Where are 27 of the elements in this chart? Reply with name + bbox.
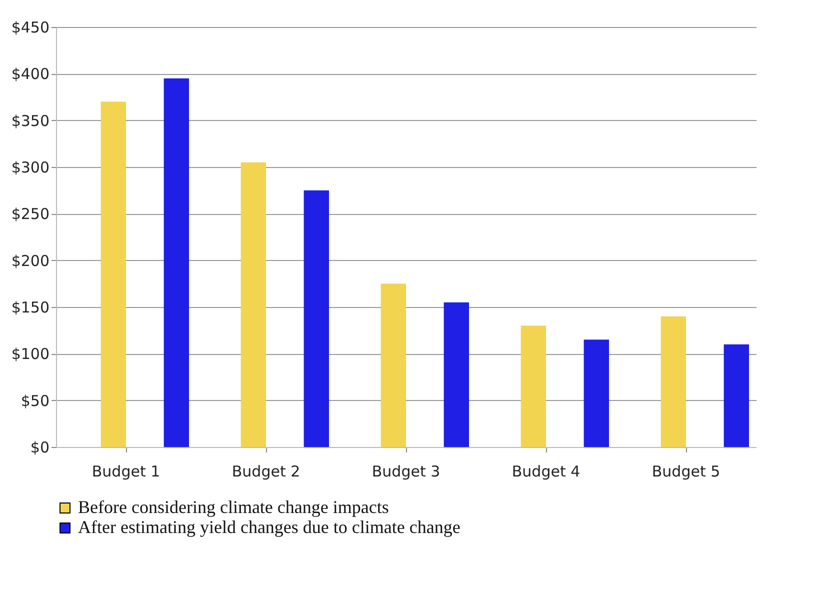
bar: [164, 78, 189, 447]
legend-label: After estimating yield changes due to climate change: [78, 517, 460, 537]
legend-label: Before considering climate change impacts: [78, 497, 389, 517]
y-tick-label: $150: [11, 298, 50, 316]
y-tick-label: $400: [11, 65, 50, 84]
bar: [724, 344, 749, 447]
x-tick-label: Budget 5: [652, 462, 720, 480]
y-tick-label: $50: [20, 392, 50, 410]
bar: [100, 102, 126, 447]
x-tick-label: Budget 4: [512, 462, 580, 480]
bar: [660, 316, 686, 447]
y-tick-label: $200: [11, 252, 50, 270]
bar: [380, 284, 406, 447]
bar: [240, 162, 266, 447]
y-tick-label: $100: [11, 345, 50, 364]
bar: [584, 340, 609, 447]
x-tick-label: Budget 2: [232, 462, 300, 480]
x-tick-label: Budget 1: [92, 462, 160, 480]
bar: [304, 190, 329, 447]
y-tick-label: $450: [11, 18, 50, 36]
bar: [444, 302, 469, 447]
y-tick-label: $300: [11, 158, 50, 176]
x-tick-label: Budget 3: [372, 462, 440, 480]
y-tick-label: $0: [30, 438, 50, 456]
y-tick-label: $250: [11, 205, 50, 224]
y-tick-label: $350: [11, 112, 50, 130]
bar: [520, 326, 546, 447]
